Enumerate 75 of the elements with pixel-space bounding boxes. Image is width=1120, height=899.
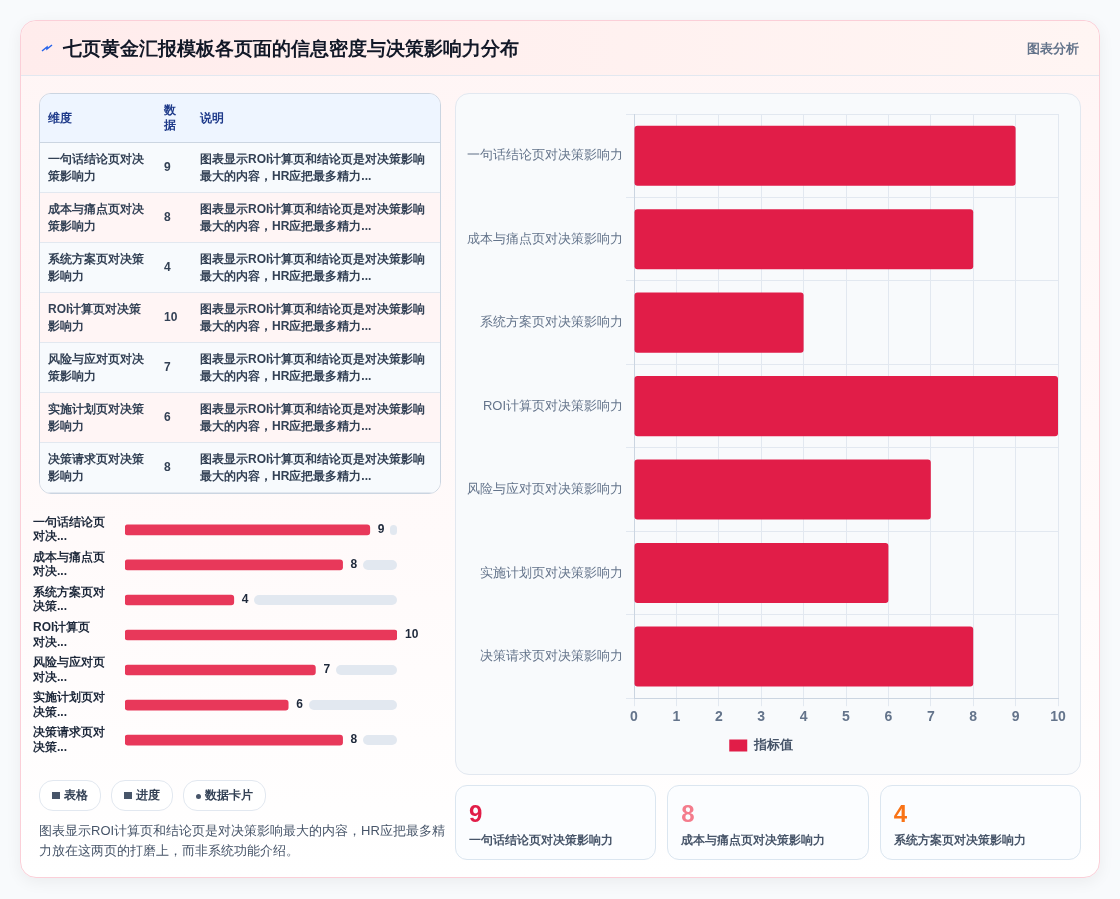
- text: 图表显示ROI计算页和结论页是对决策影响最大的内容，HR应把最多精力...: [192, 192, 440, 243]
- y-tick-label: 实施计划页对决策影响力: [480, 564, 623, 580]
- x-tick-label: 8: [969, 708, 978, 725]
- y-tick-label: 实施计划页对决策...: [33, 690, 105, 719]
- bar: [634, 125, 1016, 186]
- category-label: 系统方案页对决策影响力: [893, 832, 1026, 849]
- bar: [125, 559, 343, 571]
- data-label: 7: [156, 342, 192, 393]
- x-tick-label: 4: [799, 708, 808, 725]
- data-label: 9: [469, 800, 483, 828]
- bar: [634, 626, 974, 687]
- text: 表格: [39, 780, 101, 811]
- y-tick-label: 决策请求页对决策...: [33, 725, 105, 754]
- data-label: 8: [156, 442, 192, 493]
- text: 七页黄金汇报模板各页面的信息密度与决策影响力分布: [63, 37, 519, 61]
- y-tick-label: 系统方案页对决策影响力: [480, 314, 623, 330]
- y-tick-label: ROI计算页对决...: [32, 620, 91, 649]
- x-tick-label: 2: [714, 708, 723, 725]
- data-label: 6: [296, 697, 304, 712]
- bar: [125, 594, 235, 606]
- bar: [634, 542, 889, 604]
- x-tick-label: 9: [1011, 708, 1020, 725]
- y-tick-label: 成本与痛点页对决策影响力: [467, 230, 623, 246]
- text: 维度: [40, 94, 156, 143]
- bar: [125, 629, 397, 641]
- bar: [634, 292, 804, 353]
- x-tick-label: 6: [884, 708, 893, 725]
- data-label: 8: [350, 732, 358, 747]
- text: 图表显示ROI计算页和结论页是对决策影响最大的内容，HR应把最多精力...: [192, 292, 440, 343]
- data-label: 4: [893, 800, 908, 828]
- data-label: 9: [377, 522, 385, 537]
- text: 图表显示ROI计算页和结论页是对决策影响最大的内容，HR应把最多精力...: [192, 442, 440, 493]
- x-tick-label: 7: [926, 708, 935, 725]
- y-tick-label: 决策请求页对决策影响力: [480, 648, 623, 664]
- text: 图表显示ROI计算页和结论页是对决策影响最大的内容，HR应把最多精力放在这两页的打磨上，而非系统功能介绍。: [39, 822, 446, 860]
- y-tick-label: 一句话结论页对决策影响力: [467, 147, 623, 163]
- y-tick-label: ROI计算页对决策影响力: [482, 397, 623, 413]
- data-label: 8: [681, 800, 695, 828]
- y-tick-label: 成本与痛点页对决...: [32, 550, 105, 579]
- x-tick-label: 5: [842, 708, 851, 725]
- legend-label: 指标值: [752, 737, 793, 753]
- text: 图表显示ROI计算页和结论页是对决策影响最大的内容，HR应把最多精力...: [192, 242, 440, 293]
- category-label: 成本与痛点页对决策影响力: [681, 832, 826, 849]
- y-tick-label: 一句话结论页对决...: [32, 515, 105, 544]
- data-label: 10: [156, 292, 192, 343]
- data-label: 4: [156, 242, 192, 293]
- text: 图表显示ROI计算页和结论页是对决策影响最大的内容，HR应把最多精力...: [192, 342, 440, 393]
- y-tick-label: 风险与应对页对决...: [32, 655, 105, 684]
- data-label: 9: [156, 142, 192, 193]
- data-label: 8: [156, 192, 192, 243]
- bar: [125, 524, 371, 536]
- text: 数据: [156, 94, 192, 143]
- x-tick-label: 3: [757, 708, 766, 725]
- data-label: 10: [405, 627, 419, 642]
- text: 进度: [111, 780, 173, 811]
- data-label: 6: [156, 392, 192, 443]
- bar: [634, 459, 931, 520]
- bar: [125, 734, 343, 746]
- bar: [125, 664, 316, 676]
- text: 图表显示ROI计算页和结论页是对决策影响最大的内容，HR应把最多精力...: [192, 142, 440, 193]
- bar: [634, 376, 1058, 437]
- x-tick-label: 1: [672, 708, 681, 725]
- x-tick-label: 10: [1050, 708, 1066, 725]
- bar: [634, 209, 974, 270]
- x-tick-label: 0: [630, 708, 639, 725]
- data-label: 4: [241, 592, 249, 607]
- text: 图表显示ROI计算页和结论页是对决策影响最大的内容，HR应把最多精力...: [192, 392, 440, 443]
- y-tick-label: 风险与应对页对决策影响力: [467, 481, 623, 497]
- bar: [125, 699, 289, 711]
- text: 数据卡片: [183, 780, 266, 811]
- data-label: 8: [350, 557, 358, 572]
- text: 图表分析: [1027, 40, 1079, 58]
- y-tick-label: 系统方案页对决策...: [32, 585, 105, 614]
- data-label: 7: [323, 662, 331, 677]
- text: 说明: [192, 94, 440, 143]
